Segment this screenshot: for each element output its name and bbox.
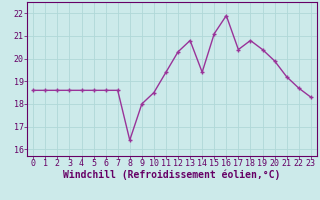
X-axis label: Windchill (Refroidissement éolien,°C): Windchill (Refroidissement éolien,°C) [63,170,281,180]
